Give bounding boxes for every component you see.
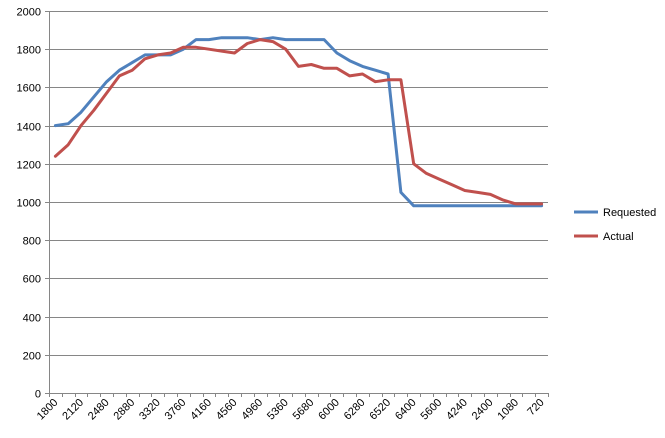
x-tick-label-2880: 2880: [111, 397, 137, 423]
series-line-requested: [53, 36, 544, 208]
x-tick-label-1800: 1800: [35, 397, 61, 423]
y-tick-label-1200: 1200: [17, 160, 41, 172]
x-tick-label-720: 720: [525, 397, 546, 418]
series-lines: [53, 36, 544, 208]
x-tick-label-5360: 5360: [265, 397, 291, 423]
axes: [49, 11, 548, 394]
x-tick-label-6000: 6000: [316, 397, 342, 423]
x-tick-label-5600: 5600: [419, 397, 445, 423]
legend-label-requested: Requested: [603, 207, 656, 219]
y-tick-label-2000: 2000: [17, 7, 41, 19]
x-tick-label-3320: 3320: [137, 397, 163, 423]
x-tick-label-4160: 4160: [188, 397, 214, 423]
y-tick-label-1400: 1400: [17, 122, 41, 134]
y-tick-label-1000: 1000: [17, 198, 41, 210]
y-tick-label-800: 800: [23, 236, 41, 248]
x-axis-ticks: 1800 2120 2480 2880 3320 3760 4160 4560 4960 5360…: [35, 393, 549, 422]
y-tick-label-1800: 1800: [17, 45, 41, 57]
y-axis-ticks: 0 200 400 600 800 1000 1200 1400 1600 1800 2000: [17, 7, 49, 401]
x-tick-label-2400: 2400: [470, 397, 496, 423]
y-tick-label-1600: 1600: [17, 83, 41, 95]
x-tick-label-5680: 5680: [291, 397, 317, 423]
x-tick-label-3760: 3760: [163, 397, 189, 423]
y-tick-label-600: 600: [23, 274, 41, 286]
x-tick-label-4960: 4960: [239, 397, 265, 423]
x-tick-label-4560: 4560: [214, 397, 240, 423]
x-tick-label-6280: 6280: [342, 397, 368, 423]
y-tick-label-200: 200: [23, 351, 41, 363]
legend-label-actual: Actual: [603, 231, 634, 243]
y-tick-label-0: 0: [35, 389, 41, 401]
x-tick-label-6520: 6520: [367, 397, 393, 423]
gridlines: [49, 11, 548, 356]
legend: Requested Actual: [574, 207, 656, 243]
series-line-actual: [53, 38, 544, 206]
y-tick-label-400: 400: [23, 313, 41, 325]
x-tick-label-6400: 6400: [393, 397, 419, 423]
x-tick-label-2120: 2120: [60, 397, 86, 423]
x-tick-label-1080: 1080: [495, 397, 521, 423]
x-tick-label-4240: 4240: [444, 397, 470, 423]
x-tick-label-2480: 2480: [86, 397, 112, 423]
